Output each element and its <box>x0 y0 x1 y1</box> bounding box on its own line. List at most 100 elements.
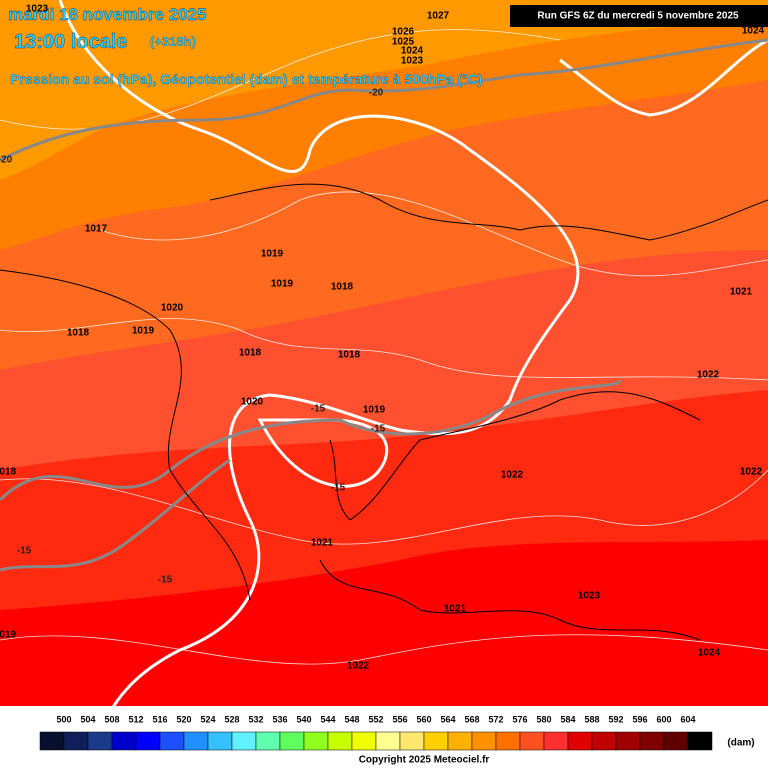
isobar-label: 1018 <box>67 328 90 339</box>
scale-box <box>543 731 569 751</box>
scale-label: 588 <box>584 714 599 724</box>
scale-label: 568 <box>464 714 479 724</box>
isobar-label: 1019 <box>132 326 155 337</box>
scale-unit: (dam) <box>727 738 754 749</box>
scale-label: 572 <box>488 714 503 724</box>
scale-box <box>639 731 665 751</box>
scale-box <box>351 731 377 751</box>
scale-box <box>447 731 473 751</box>
scale-box <box>663 731 689 751</box>
isotherms <box>0 38 768 572</box>
run-label: Run GFS 6Z du mercredi 5 novembre 2025 <box>537 11 739 22</box>
scale-label: 604 <box>680 714 695 724</box>
scale-label: 528 <box>224 714 239 724</box>
scale-label: 584 <box>560 714 575 724</box>
scale-label: 560 <box>416 714 431 724</box>
isobar-label: 1023 <box>26 4 49 15</box>
isobar-label: 1024 <box>742 26 765 37</box>
scale-box <box>111 731 137 751</box>
temperature-label: -15 <box>311 404 326 415</box>
scale-label: 540 <box>296 714 311 724</box>
scale-box <box>255 731 281 751</box>
scale-box <box>495 731 521 751</box>
scale-label: 512 <box>128 714 143 724</box>
scale-label: 556 <box>392 714 407 724</box>
isobar-label: 1022 <box>740 467 763 478</box>
scale-label: 520 <box>176 714 191 724</box>
isobar-label: 1026 <box>392 27 415 38</box>
isobar-label: 1020 <box>241 397 264 408</box>
scale-label: 524 <box>200 714 215 724</box>
scale-box <box>159 731 185 751</box>
temperature-label: -15 <box>158 575 173 586</box>
band <box>0 0 768 180</box>
scale-box <box>183 731 209 751</box>
scale-label: 500 <box>56 714 71 724</box>
scale-label: 544 <box>320 714 335 724</box>
time: 13:00 locale <box>14 31 127 53</box>
scale-box <box>135 731 161 751</box>
scale-label: 596 <box>632 714 647 724</box>
isobar-label: 1019 <box>271 279 294 290</box>
scale-box <box>327 731 353 751</box>
scale-box <box>471 731 497 751</box>
geopotential-contours <box>58 0 768 768</box>
copyright: Copyright 2025 Meteociel.fr <box>359 755 490 766</box>
scale-box <box>399 731 425 751</box>
labels: 1023102710261025102410231024101710191019… <box>0 4 765 672</box>
isobar-label: 1022 <box>501 470 524 481</box>
isobar-label: 1018 <box>331 282 354 293</box>
scale-box <box>423 731 449 751</box>
isobar-label: 1017 <box>85 224 108 235</box>
temperature-label: -20 <box>0 155 13 166</box>
isobar-label: 1019 <box>0 630 17 641</box>
isobar-label: 1022 <box>697 370 720 381</box>
isobar-label: 1027 <box>427 11 450 22</box>
isobar-label: 1021 <box>730 287 753 298</box>
scale-label: 532 <box>248 714 263 724</box>
scale-box <box>375 731 401 751</box>
temperature-label: -15 <box>331 483 346 494</box>
scale-box <box>687 731 713 751</box>
scale-box <box>279 731 305 751</box>
isobar-label: 1019 <box>261 249 284 260</box>
isobars <box>0 29 768 665</box>
scale-label: 576 <box>512 714 527 724</box>
isobar-label: 1021 <box>311 538 334 549</box>
subtitle: Pression au sol (hPa), Géopotentiel (dam… <box>10 71 482 87</box>
isobar-label: 1024 <box>698 648 721 659</box>
scale-box <box>87 731 113 751</box>
scale-label: 504 <box>80 714 95 724</box>
scale-box <box>615 731 641 751</box>
scale-label: 592 <box>608 714 623 724</box>
isobar-label: 1019 <box>363 405 386 416</box>
date: mardi 18 novembre 2025 <box>8 5 206 24</box>
isobar-label: 1023 <box>578 591 601 602</box>
scale-label: 548 <box>344 714 359 724</box>
scale-box <box>39 731 65 751</box>
temperature-label: -15 <box>17 546 32 557</box>
scale-box <box>567 731 593 751</box>
scale-box <box>519 731 545 751</box>
scale-box <box>591 731 617 751</box>
temperature-label: -20 <box>369 88 384 99</box>
isobar-label: 1025 <box>392 37 415 48</box>
scale-label: 564 <box>440 714 455 724</box>
scale-box <box>207 731 233 751</box>
scale-box <box>303 731 329 751</box>
isobar-label: 1022 <box>347 661 370 672</box>
run-box <box>510 5 768 27</box>
scale-label: 552 <box>368 714 383 724</box>
isobar-label: 1018 <box>0 467 17 478</box>
scale-label: 600 <box>656 714 671 724</box>
isobar-label: 1020 <box>161 303 184 314</box>
isobar-label: 1023 <box>401 56 424 67</box>
lead-time: (+318h) <box>150 34 196 49</box>
isobar-label: 1018 <box>338 350 361 361</box>
color-scale: 500 504 508 512 516 520 524 528 532 536 540 544 548 5… <box>39 714 713 751</box>
scale-box <box>231 731 257 751</box>
isobar-label: 1018 <box>239 348 262 359</box>
isobar-label: 1024 <box>401 46 424 57</box>
